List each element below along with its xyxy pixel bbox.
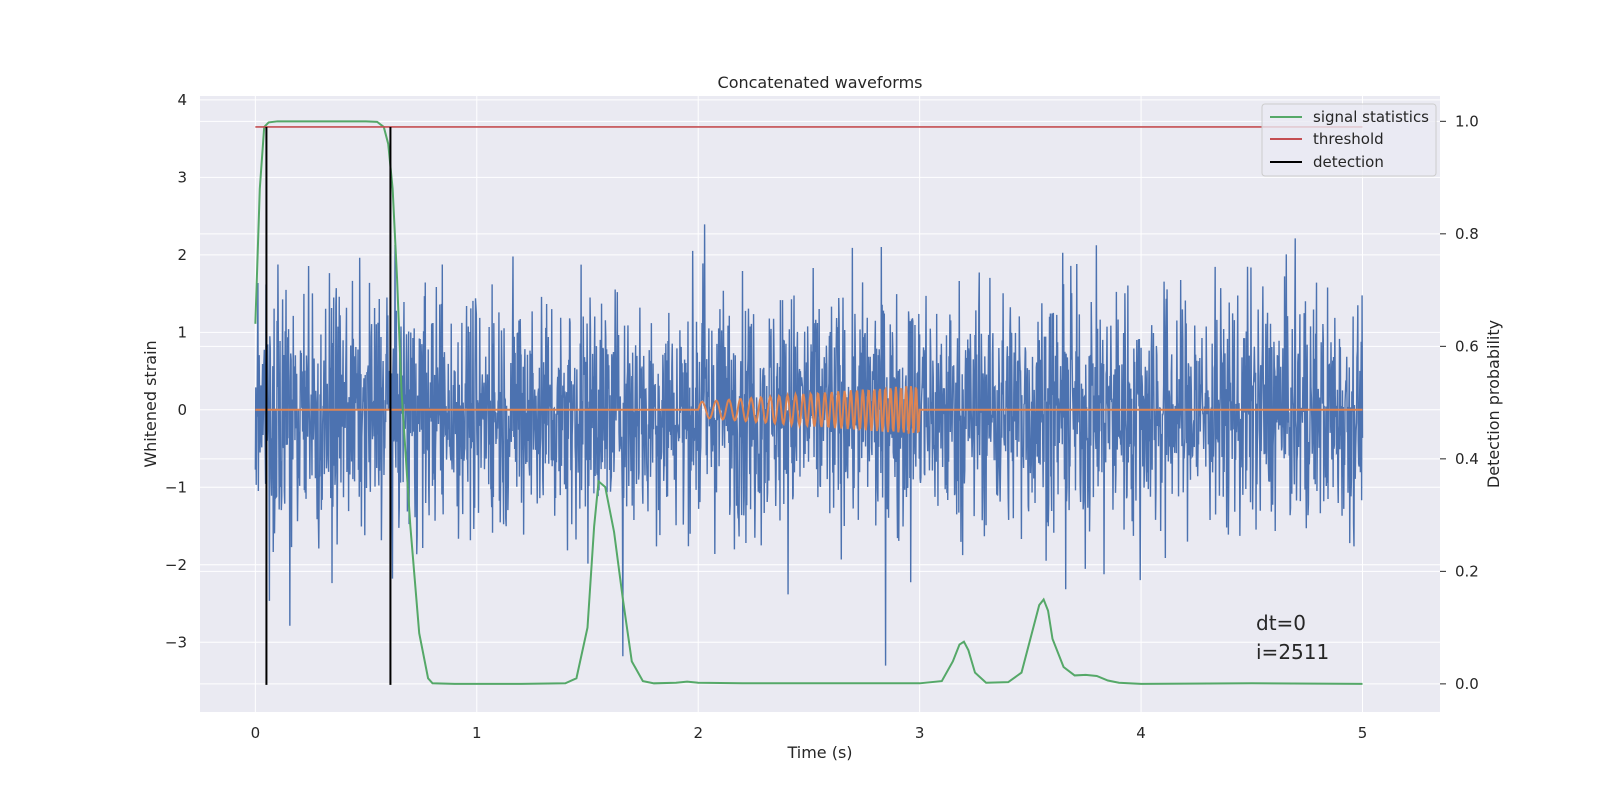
y-right-tick-label: 1.0 xyxy=(1455,112,1479,130)
signal-statistics-series xyxy=(254,120,1363,685)
y-axis-right-title: Detection probability xyxy=(1484,320,1503,488)
y-right-tick-label: 0.4 xyxy=(1455,450,1479,468)
tick-labels: 0 1 2 3 4 5 −3 −2 −1 0 1 2 3 4 0.0 0.2 0.4 0.6 0.8 1.0 xyxy=(165,91,1479,742)
x-tick-label: 2 xyxy=(693,724,703,742)
y-right-tick-label: 0.0 xyxy=(1455,675,1479,693)
legend: signal statistics threshold detection xyxy=(1261,103,1437,177)
x-axis-title: Time (s) xyxy=(786,743,852,762)
annotation-index: i=2511 xyxy=(1256,640,1329,664)
y-right-tick-label: 0.2 xyxy=(1455,562,1479,580)
x-tick-label: 1 xyxy=(472,724,482,742)
legend-label-signal-statistics: signal statistics xyxy=(1313,108,1429,126)
y-tick-label: −1 xyxy=(165,478,187,496)
injected-signal-line xyxy=(255,386,1363,434)
y-axis-title: Whitened strain xyxy=(141,340,160,467)
chart-title: Concatenated waveforms xyxy=(718,73,923,92)
y-tick-label: 1 xyxy=(177,323,187,341)
annotation-dt: dt=0 xyxy=(1256,611,1306,635)
x-tick-label: 0 xyxy=(251,724,261,742)
signal-statistics-line xyxy=(254,120,1363,685)
y-right-tick-label: 0.6 xyxy=(1455,337,1479,355)
detection-series xyxy=(265,126,392,685)
y-tick-label: 4 xyxy=(177,91,187,109)
y-tick-label: −2 xyxy=(165,556,187,574)
injected-signal-series xyxy=(255,386,1363,434)
x-tick-label: 5 xyxy=(1358,724,1368,742)
legend-box xyxy=(1261,103,1437,177)
y-tick-label: 3 xyxy=(177,168,187,186)
y-right-tick-label: 0.8 xyxy=(1455,225,1479,243)
y-tick-label: 0 xyxy=(177,401,187,419)
legend-label-detection: detection xyxy=(1313,153,1384,171)
legend-label-threshold: threshold xyxy=(1313,130,1384,148)
x-tick-label: 3 xyxy=(915,724,925,742)
y-tick-label: 2 xyxy=(177,246,187,264)
x-tick-label: 4 xyxy=(1136,724,1146,742)
y-tick-label: −3 xyxy=(165,633,187,651)
